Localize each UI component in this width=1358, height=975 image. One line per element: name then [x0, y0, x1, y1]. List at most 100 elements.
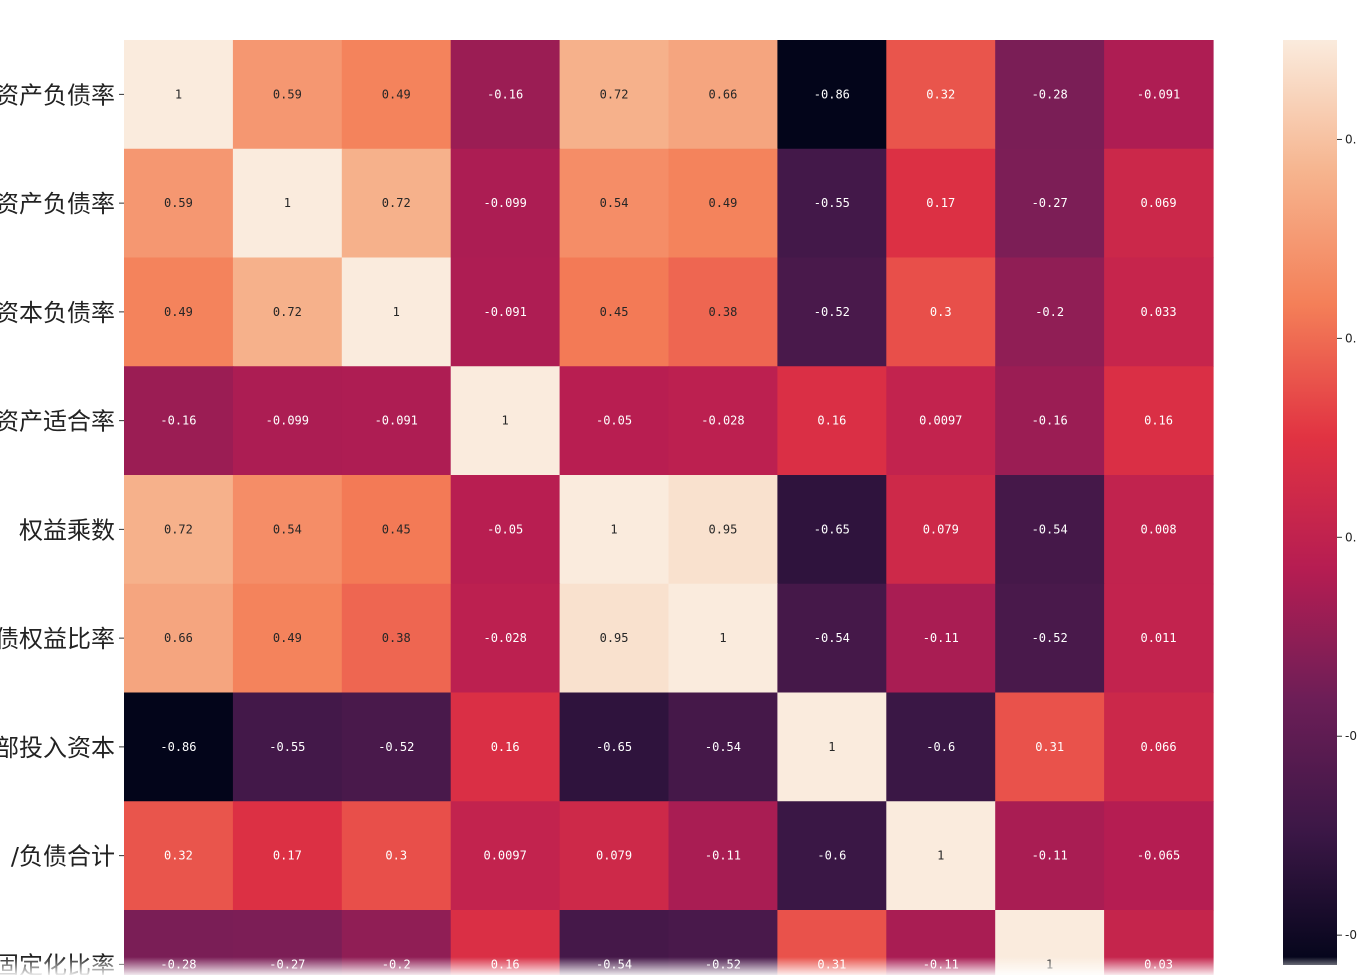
heatmap-cell-r2-c8 — [995, 257, 1105, 367]
cell-value-label: 0.17 — [273, 849, 302, 863]
cell-value-label: 0.49 — [273, 631, 302, 645]
heatmap-cell-r0-c3 — [450, 40, 561, 150]
row-label: 债权益比率 — [0, 625, 115, 653]
cell-value-label: 0.069 — [1140, 196, 1176, 210]
heatmap-cell-r6-c9 — [1104, 692, 1214, 802]
cell-value-label: -0.11 — [923, 631, 959, 645]
cell-value-label: -0.16 — [160, 414, 196, 428]
cell-value-label: 0.3 — [385, 849, 407, 863]
cell-value-label: 0.16 — [491, 740, 520, 754]
heatmap-cell-r6-c7 — [886, 692, 996, 802]
heatmap-cell-r0-c7 — [886, 40, 996, 150]
cell-value-label: -0.54 — [814, 631, 850, 645]
colorbar-tick-label: 0. — [1345, 530, 1356, 544]
cell-value-label: 0.17 — [926, 196, 955, 210]
heatmap-cell-r1-c0 — [124, 148, 234, 259]
cell-value-label: 0.72 — [273, 305, 302, 319]
row-label: 资产适合率 — [0, 408, 115, 436]
cell-value-label: -0.54 — [705, 740, 741, 754]
cell-value-label: -0.28 — [1032, 87, 1068, 101]
row-label: 资产负债率 — [0, 190, 115, 218]
heatmap-cell-r7-c1 — [232, 801, 343, 911]
row-label: 资本负债率 — [0, 299, 115, 327]
row-label: 部投入资本 — [0, 734, 115, 762]
row-label: /负债合计 — [11, 843, 115, 871]
heatmap-cell-r2-c5 — [668, 257, 778, 367]
cell-value-label: 0.079 — [923, 522, 959, 536]
heatmap-cell-r4-c3 — [450, 475, 561, 585]
row-label: 资产负债率 — [0, 81, 115, 109]
heatmap-cell-r0-c6 — [777, 40, 887, 150]
cell-value-label: -0.11 — [705, 849, 741, 863]
cell-value-label: 0.72 — [382, 196, 411, 210]
heatmap-cell-r3-c2 — [341, 366, 452, 476]
heatmap-cell-r7-c0 — [124, 801, 234, 911]
cell-value-label: 0.45 — [600, 305, 629, 319]
heatmap-cell-r0-c8 — [995, 40, 1105, 150]
cell-value-label: -0.6 — [926, 740, 955, 754]
heatmap-cell-r5-c3 — [450, 583, 561, 694]
cell-value-label: -0.54 — [1032, 522, 1068, 536]
heatmap-cell-r7-c2 — [341, 801, 452, 911]
heatmap-cell-r7-c7 — [886, 801, 996, 911]
cell-value-label: 0.66 — [164, 631, 193, 645]
heatmap-cell-r6-c8 — [995, 692, 1105, 802]
cell-value-label: -0.55 — [269, 740, 305, 754]
cell-value-label: -0.05 — [596, 414, 632, 428]
heatmap-cell-r3-c0 — [124, 366, 234, 476]
heatmap-cell-r1-c7 — [886, 148, 996, 259]
cell-value-label: 0.59 — [164, 196, 193, 210]
heatmap-cell-r0-c2 — [341, 40, 452, 150]
cell-value-label: -0.52 — [378, 740, 414, 754]
cell-value-label: 1 — [719, 631, 726, 645]
cell-value-label: 0.008 — [1140, 522, 1176, 536]
heatmap-cell-r4-c2 — [341, 475, 452, 585]
cell-value-label: -0.6 — [817, 849, 846, 863]
heatmap-cell-r1-c6 — [777, 148, 887, 259]
heatmap-cell-r4-c7 — [886, 475, 996, 585]
heatmap-cell-r2-c1 — [232, 257, 343, 367]
cell-value-label: 1 — [610, 522, 617, 536]
heatmap-cell-r5-c0 — [124, 583, 234, 694]
cell-value-label: -0.028 — [483, 631, 526, 645]
heatmap-cell-r0-c4 — [559, 40, 670, 150]
heatmap-cell-r1-c1 — [232, 148, 343, 259]
heatmap-cell-r7-c6 — [777, 801, 887, 911]
cell-value-label: -0.86 — [814, 87, 850, 101]
cell-value-label: -0.065 — [1137, 849, 1180, 863]
heatmap-cell-r7-c5 — [668, 801, 778, 911]
cell-value-label: 0.066 — [1140, 740, 1176, 754]
heatmap-cell-r6-c0 — [124, 692, 234, 802]
bottom-fade — [0, 957, 1358, 975]
cell-value-label: 0.49 — [164, 305, 193, 319]
heatmap-cell-r5-c6 — [777, 583, 887, 694]
heatmap-cell-r4-c6 — [777, 475, 887, 585]
heatmap-cell-r5-c4 — [559, 583, 670, 694]
colorbar-tick-label: -0 — [1345, 928, 1357, 942]
heatmap-cell-r5-c7 — [886, 583, 996, 694]
heatmap-cell-r6-c6 — [777, 692, 887, 802]
cell-value-label: 0.38 — [382, 631, 411, 645]
colorbar-tick-label: 0. — [1345, 132, 1356, 146]
heatmap-cell-r4-c9 — [1104, 475, 1214, 585]
cell-value-label: 1 — [828, 740, 835, 754]
cell-value-label: 0.49 — [708, 196, 737, 210]
heatmap-cell-r1-c3 — [450, 148, 561, 259]
cell-value-label: 0.49 — [382, 87, 411, 101]
cell-value-label: -0.27 — [1032, 196, 1068, 210]
heatmap-cell-r3-c9 — [1104, 366, 1214, 476]
cell-value-label: -0.55 — [814, 196, 850, 210]
heatmap-cell-r3-c1 — [232, 366, 343, 476]
cell-value-label: 0.0097 — [919, 414, 962, 428]
heatmap-cell-r3-c6 — [777, 366, 887, 476]
cell-value-label: 0.54 — [273, 522, 302, 536]
cell-value-label: -0.028 — [701, 414, 744, 428]
cell-value-label: 0.011 — [1140, 631, 1176, 645]
cell-value-label: -0.16 — [487, 87, 523, 101]
cell-value-label: -0.2 — [1035, 305, 1064, 319]
heatmap-cell-r5-c1 — [232, 583, 343, 694]
heatmap-cell-r6-c2 — [341, 692, 452, 802]
cell-value-label: -0.52 — [814, 305, 850, 319]
cell-value-label: 0.033 — [1140, 305, 1176, 319]
